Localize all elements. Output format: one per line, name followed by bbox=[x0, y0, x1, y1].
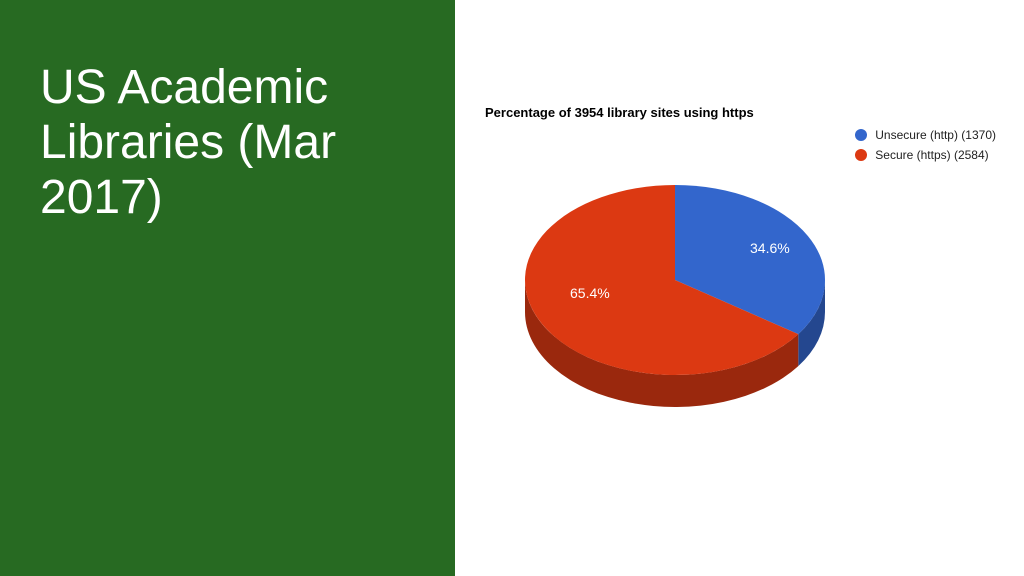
legend-label-secure: Secure (https) (2584) bbox=[875, 148, 988, 162]
legend-swatch-icon bbox=[855, 149, 867, 161]
slide: US Academic Libraries (Mar 2017) Percent… bbox=[0, 0, 1024, 576]
slide-title: US Academic Libraries (Mar 2017) bbox=[40, 60, 415, 226]
legend-swatch-icon bbox=[855, 129, 867, 141]
legend-item-secure: Secure (https) (2584) bbox=[855, 148, 996, 162]
legend-item-unsecure: Unsecure (http) (1370) bbox=[855, 128, 996, 142]
pie-chart: 34.6% 65.4% bbox=[495, 140, 855, 440]
slice-label-secure: 65.4% bbox=[570, 285, 610, 301]
left-panel: US Academic Libraries (Mar 2017) bbox=[0, 0, 455, 576]
slice-label-unsecure: 34.6% bbox=[750, 240, 790, 256]
right-panel: Percentage of 3954 library sites using h… bbox=[455, 0, 1024, 576]
legend-label-unsecure: Unsecure (http) (1370) bbox=[875, 128, 996, 142]
chart-legend: Unsecure (http) (1370) Secure (https) (2… bbox=[855, 128, 996, 168]
chart-title: Percentage of 3954 library sites using h… bbox=[485, 105, 754, 120]
